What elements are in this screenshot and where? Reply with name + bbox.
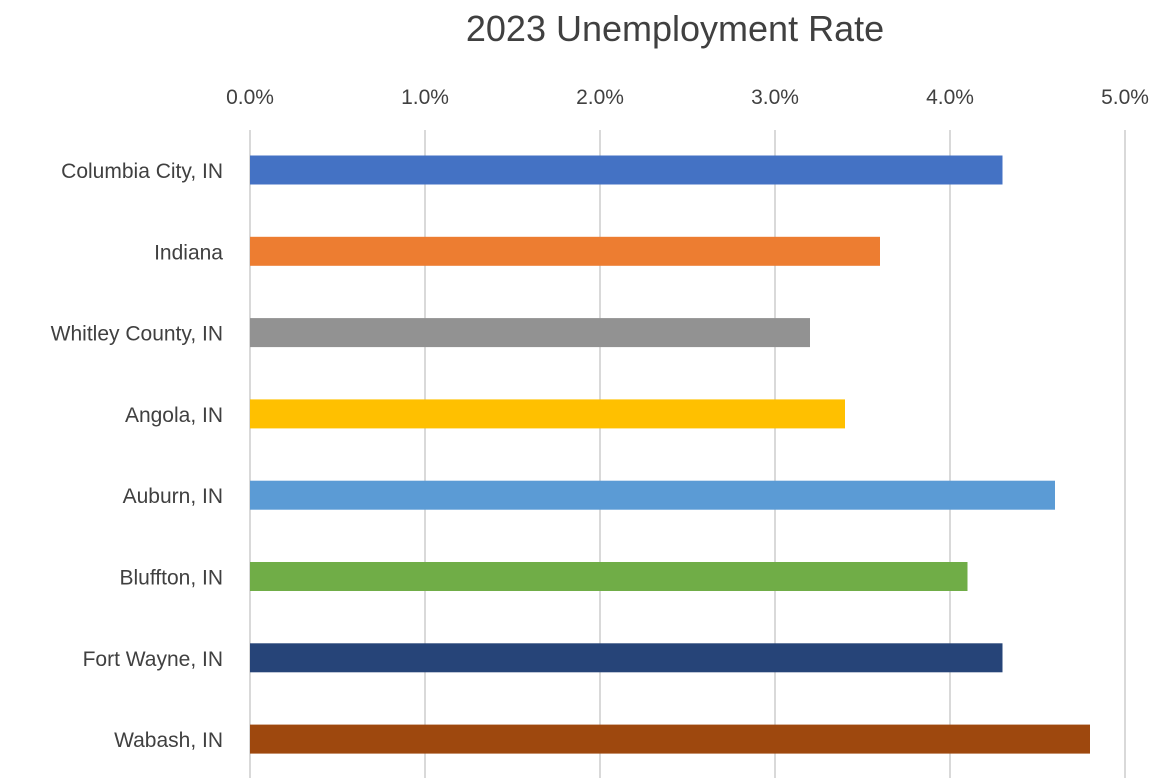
- bar: [250, 562, 968, 591]
- bar: [250, 724, 1090, 754]
- x-tick-label: 5.0%: [1101, 86, 1149, 109]
- gridlines: [249, 130, 1126, 778]
- bar: [250, 399, 845, 429]
- chart-title: 2023 Unemployment Rate: [465, 8, 885, 49]
- bar: [250, 318, 810, 348]
- category-label: Wabash, IN: [114, 729, 223, 752]
- x-tick-label: 1.0%: [401, 86, 449, 109]
- bar: [250, 155, 1003, 185]
- x-axis-ticks: 0.0% 1.0% 2.0% 3.0% 4.0% 5.0%: [226, 86, 1149, 109]
- x-tick-label: 3.0%: [751, 86, 799, 109]
- category-label: Bluffton, IN: [119, 567, 223, 590]
- category-label: Columbia City, IN: [61, 160, 223, 183]
- bar: [250, 236, 880, 266]
- bars: [250, 155, 1090, 754]
- bar: [250, 480, 1055, 510]
- category-label: Auburn, IN: [123, 485, 223, 508]
- category-label: Angola, IN: [125, 404, 223, 427]
- x-tick-label: 0.0%: [226, 86, 274, 109]
- category-label: Whitley County, IN: [51, 323, 223, 346]
- category-label: Fort Wayne, IN: [83, 648, 223, 671]
- x-tick-label: 2.0%: [576, 86, 624, 109]
- category-labels: Columbia City, IN Indiana Whitley County, …: [51, 160, 224, 752]
- category-label: Indiana: [154, 241, 223, 264]
- x-tick-label: 4.0%: [926, 86, 974, 109]
- bar: [250, 643, 1003, 673]
